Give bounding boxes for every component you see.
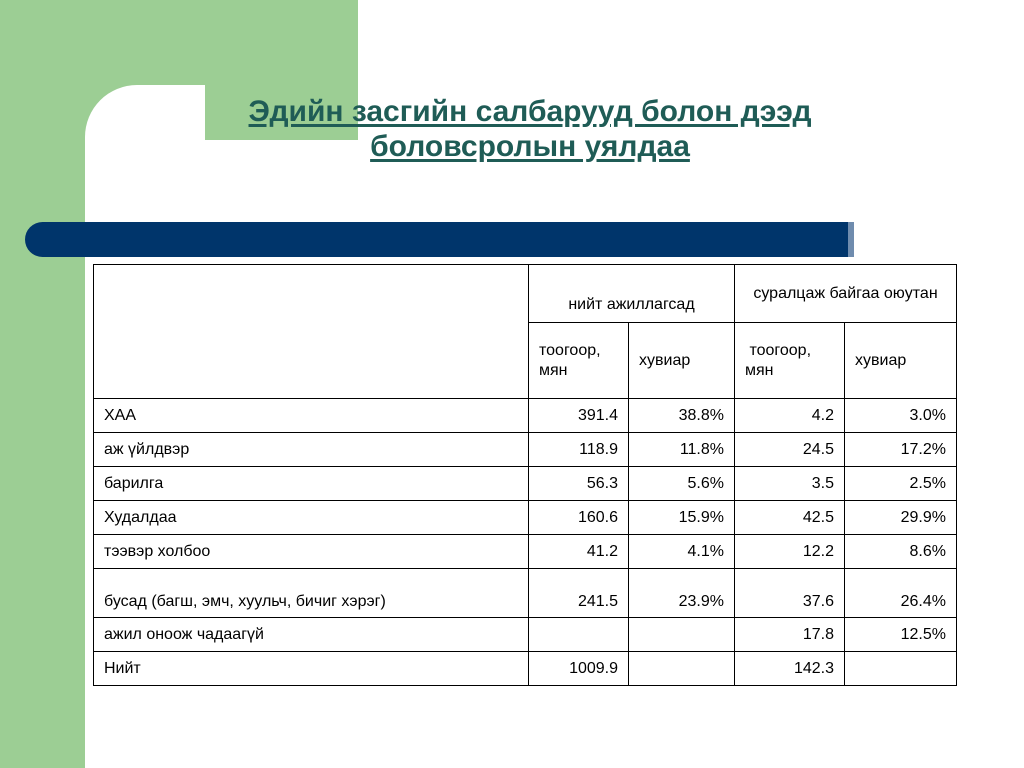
table-row: ажил оноож чадаагүй 17.8 12.5% bbox=[93, 617, 957, 652]
rounded-corner-decoration bbox=[85, 85, 205, 205]
cell-student-count: 3.5 bbox=[734, 466, 845, 501]
subheader-percent-students: хувиар bbox=[844, 322, 957, 399]
cell-employed-count bbox=[528, 617, 629, 652]
table-header-row: нийт ажиллагсад суралцаж байгаа оюутан bbox=[93, 264, 957, 399]
cell-student-count: 142.3 bbox=[734, 651, 845, 686]
cell-employed-count: 1009.9 bbox=[528, 651, 629, 686]
cell-employed-count: 241.5 bbox=[528, 568, 629, 618]
cell-employed-percent: 5.6% bbox=[628, 466, 735, 501]
cell-employed-count: 118.9 bbox=[528, 432, 629, 467]
table-row: ХАА 391.4 38.8% 4.2 3.0% bbox=[93, 398, 957, 433]
row-label: барилга bbox=[93, 466, 529, 501]
row-label: ХАА bbox=[93, 398, 529, 433]
empty-corner-cell bbox=[93, 264, 529, 399]
row-label: тээвэр холбоо bbox=[93, 534, 529, 569]
data-table: нийт ажиллагсад суралцаж байгаа оюутан т… bbox=[93, 264, 957, 686]
cell-employed-percent: 23.9% bbox=[628, 568, 735, 618]
row-label: Нийт bbox=[93, 651, 529, 686]
cell-employed-count: 391.4 bbox=[528, 398, 629, 433]
decorative-navy-bar bbox=[25, 222, 854, 257]
cell-student-percent: 26.4% bbox=[844, 568, 957, 618]
row-label: Худалдаа bbox=[93, 500, 529, 535]
table-row: Худалдаа 160.6 15.9% 42.5 29.9% bbox=[93, 500, 957, 535]
cell-student-percent: 17.2% bbox=[844, 432, 957, 467]
cell-employed-percent bbox=[628, 617, 735, 652]
cell-employed-percent bbox=[628, 651, 735, 686]
cell-employed-count: 160.6 bbox=[528, 500, 629, 535]
cell-student-percent: 8.6% bbox=[844, 534, 957, 569]
cell-student-percent: 29.9% bbox=[844, 500, 957, 535]
slide-title: Эдийн засгийн салбарууд болон дээд болов… bbox=[160, 94, 900, 164]
cell-student-count: 37.6 bbox=[734, 568, 845, 618]
header-employed-total: нийт ажиллагсад bbox=[528, 264, 735, 323]
row-label: аж үйлдвэр bbox=[93, 432, 529, 467]
cell-employed-count: 56.3 bbox=[528, 466, 629, 501]
row-label: ажил оноож чадаагүй bbox=[93, 617, 529, 652]
cell-student-percent: 2.5% bbox=[844, 466, 957, 501]
header-students: суралцаж байгаа оюутан bbox=[734, 264, 957, 323]
subheader-count-students: тоогоор, мян bbox=[734, 322, 845, 399]
cell-student-count: 17.8 bbox=[734, 617, 845, 652]
cell-student-percent: 3.0% bbox=[844, 398, 957, 433]
cell-student-count: 12.2 bbox=[734, 534, 845, 569]
table-row: аж үйлдвэр 118.9 11.8% 24.5 17.2% bbox=[93, 432, 957, 467]
cell-student-percent: 12.5% bbox=[844, 617, 957, 652]
cell-student-count: 24.5 bbox=[734, 432, 845, 467]
cell-student-count: 4.2 bbox=[734, 398, 845, 433]
subheader-count-employed: тоогоор, мян bbox=[528, 322, 629, 399]
cell-employed-percent: 11.8% bbox=[628, 432, 735, 467]
cell-employed-percent: 38.8% bbox=[628, 398, 735, 433]
slide-title-line-2: боловсролын уялдаа bbox=[370, 130, 690, 163]
cell-student-count: 42.5 bbox=[734, 500, 845, 535]
cell-student-percent bbox=[844, 651, 957, 686]
cell-employed-count: 41.2 bbox=[528, 534, 629, 569]
table-row: бусад (багш, эмч, хуульч, бичиг хэрэг) 2… bbox=[93, 568, 957, 618]
cell-employed-percent: 4.1% bbox=[628, 534, 735, 569]
row-label: бусад (багш, эмч, хуульч, бичиг хэрэг) bbox=[93, 568, 529, 618]
table-subheader-row: тоогоор, мян хувиар тоогоор, мян хувиар bbox=[94, 322, 957, 399]
subheader-percent-employed: хувиар bbox=[628, 322, 735, 399]
slide-title-line-1: Эдийн засгийн салбарууд болон дээд bbox=[248, 95, 812, 128]
table-row-total: Нийт 1009.9 142.3 bbox=[93, 651, 957, 686]
table-row: барилга 56.3 5.6% 3.5 2.5% bbox=[93, 466, 957, 501]
cell-employed-percent: 15.9% bbox=[628, 500, 735, 535]
table-row: тээвэр холбоо 41.2 4.1% 12.2 8.6% bbox=[93, 534, 957, 569]
